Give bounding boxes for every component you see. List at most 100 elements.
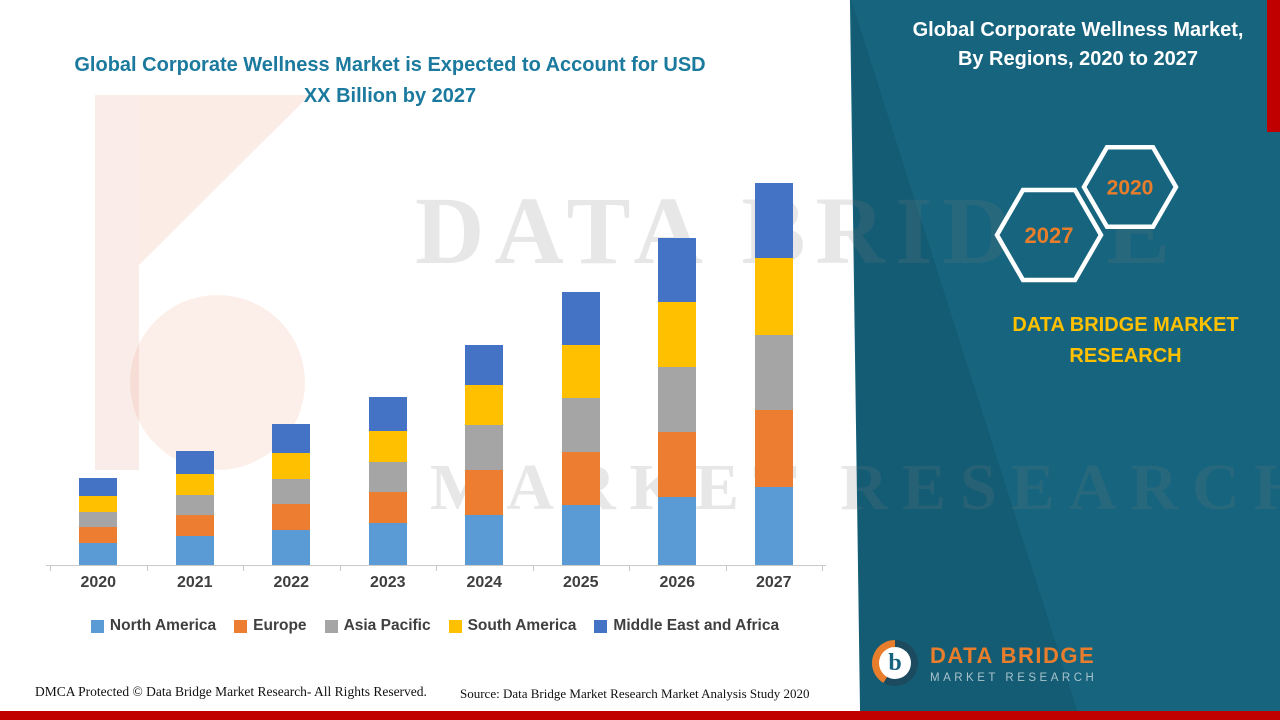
watermark-logo-flag bbox=[139, 95, 310, 265]
segment-europe bbox=[754, 410, 793, 487]
year-hexagons: 2020 2027 bbox=[994, 144, 1179, 283]
bar-slot bbox=[533, 183, 630, 565]
legend-item-asia-pacific: Asia Pacific bbox=[324, 617, 431, 635]
panel-title-line2: By Regions, 2020 to 2027 bbox=[957, 48, 1199, 70]
segment-south-america bbox=[272, 453, 311, 479]
legend-label: Middle East and Africa bbox=[613, 617, 780, 634]
legend-label: Asia Pacific bbox=[343, 617, 431, 634]
legend-swatch bbox=[324, 619, 338, 633]
segment-south-america bbox=[175, 474, 214, 495]
axis-tick bbox=[725, 565, 727, 571]
legend-item-south-america: South America bbox=[448, 617, 577, 635]
bar-slot bbox=[147, 183, 244, 565]
segment-north-america bbox=[175, 536, 214, 565]
segment-asia-pacific bbox=[465, 425, 504, 470]
x-label-2025: 2025 bbox=[562, 574, 599, 591]
stacked-bar-2023 bbox=[368, 397, 407, 565]
x-label-2027: 2027 bbox=[755, 574, 792, 591]
segment-north-america bbox=[754, 487, 793, 565]
segment-north-america bbox=[79, 543, 118, 565]
logo-name: DATA BRIDGE bbox=[930, 642, 1096, 668]
segment-asia-pacific bbox=[79, 512, 118, 527]
segment-north-america bbox=[272, 530, 311, 565]
legend-item-europe: Europe bbox=[234, 617, 307, 635]
stacked-bar-2020 bbox=[79, 478, 118, 565]
brand-wordmark-line2: RESEARCH bbox=[1069, 345, 1182, 367]
axis-tick bbox=[629, 565, 630, 571]
stacked-bar-2027 bbox=[754, 183, 793, 565]
segment-middle-east-and-africa bbox=[175, 451, 214, 474]
hexagon-2027 bbox=[994, 187, 1104, 283]
stacked-bar-2021 bbox=[175, 451, 214, 565]
data-bridge-logo: b DATA BRIDGE MARKET RESEARCH bbox=[872, 640, 1097, 686]
segment-europe bbox=[658, 432, 697, 497]
segment-europe bbox=[175, 515, 214, 536]
x-label-2021: 2021 bbox=[176, 574, 213, 591]
segment-asia-pacific bbox=[368, 462, 407, 492]
x-label-2023: 2023 bbox=[369, 574, 406, 591]
segment-north-america bbox=[465, 515, 504, 565]
bar-slot bbox=[243, 183, 340, 565]
x-label-2020: 2020 bbox=[80, 574, 117, 591]
segment-asia-pacific bbox=[754, 335, 793, 410]
legend-label: South America bbox=[467, 617, 577, 634]
legend-swatch bbox=[90, 619, 104, 633]
dmca-notice: DMCA Protected © Data Bridge Market Rese… bbox=[35, 684, 427, 699]
brand-wordmark-line1: DATA BRIDGE MARKET bbox=[1012, 314, 1239, 336]
segment-north-america bbox=[658, 497, 697, 565]
segment-asia-pacific bbox=[272, 479, 311, 504]
chart-title: Global Corporate Wellness Market is Expe… bbox=[25, 50, 755, 112]
stacked-bar-2026 bbox=[658, 238, 697, 565]
hexagon-2020 bbox=[1081, 144, 1179, 230]
bar-slot bbox=[436, 183, 533, 565]
axis-tick bbox=[50, 565, 51, 571]
red-accent-right bbox=[1267, 0, 1280, 132]
axis-tick bbox=[436, 565, 437, 571]
stacked-bar-2024 bbox=[465, 345, 504, 565]
legend-swatch bbox=[594, 619, 608, 633]
segment-south-america bbox=[79, 496, 118, 512]
axis-tick bbox=[532, 565, 534, 571]
segment-europe bbox=[79, 527, 118, 543]
legend-label: Europe bbox=[253, 617, 307, 634]
brand-wordmark: DATA BRIDGE MARKET RESEARCH bbox=[1003, 310, 1248, 372]
red-accent-bottom bbox=[0, 711, 1280, 720]
segment-south-america bbox=[658, 302, 697, 367]
chart-title-line1: Global Corporate Wellness Market is Expe… bbox=[74, 54, 706, 76]
segment-asia-pacific bbox=[175, 495, 214, 515]
legend-swatch bbox=[448, 619, 462, 633]
segment-middle-east-and-africa bbox=[754, 183, 793, 258]
segment-europe bbox=[368, 492, 407, 523]
x-label-2022: 2022 bbox=[273, 574, 310, 591]
x-axis-labels: 2020 2021 2022 2023 2024 2025 2026 2027 bbox=[50, 574, 822, 592]
bar-slot bbox=[629, 183, 726, 565]
x-label-2024: 2024 bbox=[466, 574, 503, 591]
legend-swatch bbox=[234, 619, 248, 633]
segment-south-america bbox=[561, 345, 600, 398]
segment-asia-pacific bbox=[561, 398, 600, 452]
legend-item-north-america: North America bbox=[90, 617, 216, 635]
segment-europe bbox=[272, 504, 311, 530]
axis-tick bbox=[146, 565, 148, 571]
segment-middle-east-and-africa bbox=[465, 345, 504, 385]
axis-tick bbox=[822, 565, 823, 571]
axis-ticks bbox=[50, 565, 823, 571]
segment-middle-east-and-africa bbox=[272, 424, 311, 453]
bar-slot bbox=[340, 183, 437, 565]
panel-title: Global Corporate Wellness Market, By Reg… bbox=[893, 16, 1263, 74]
plot-area bbox=[50, 183, 822, 565]
segment-north-america bbox=[368, 523, 407, 565]
segment-middle-east-and-africa bbox=[658, 238, 697, 302]
segment-south-america bbox=[368, 431, 407, 462]
bar-slot bbox=[726, 183, 823, 565]
data-bridge-logo-icon: b bbox=[872, 640, 918, 686]
axis-tick bbox=[243, 565, 244, 571]
segment-middle-east-and-africa bbox=[79, 478, 118, 496]
segment-middle-east-and-africa bbox=[368, 397, 407, 431]
panel-title-line1: Global Corporate Wellness Market, bbox=[912, 19, 1244, 41]
chart-title-line2: XX Billion by 2027 bbox=[303, 85, 477, 107]
logo-subtitle: MARKET RESEARCH bbox=[930, 671, 1098, 684]
data-bridge-logo-text: DATA BRIDGE MARKET RESEARCH bbox=[930, 643, 1097, 684]
segment-europe bbox=[561, 452, 600, 505]
segment-asia-pacific bbox=[658, 367, 697, 432]
